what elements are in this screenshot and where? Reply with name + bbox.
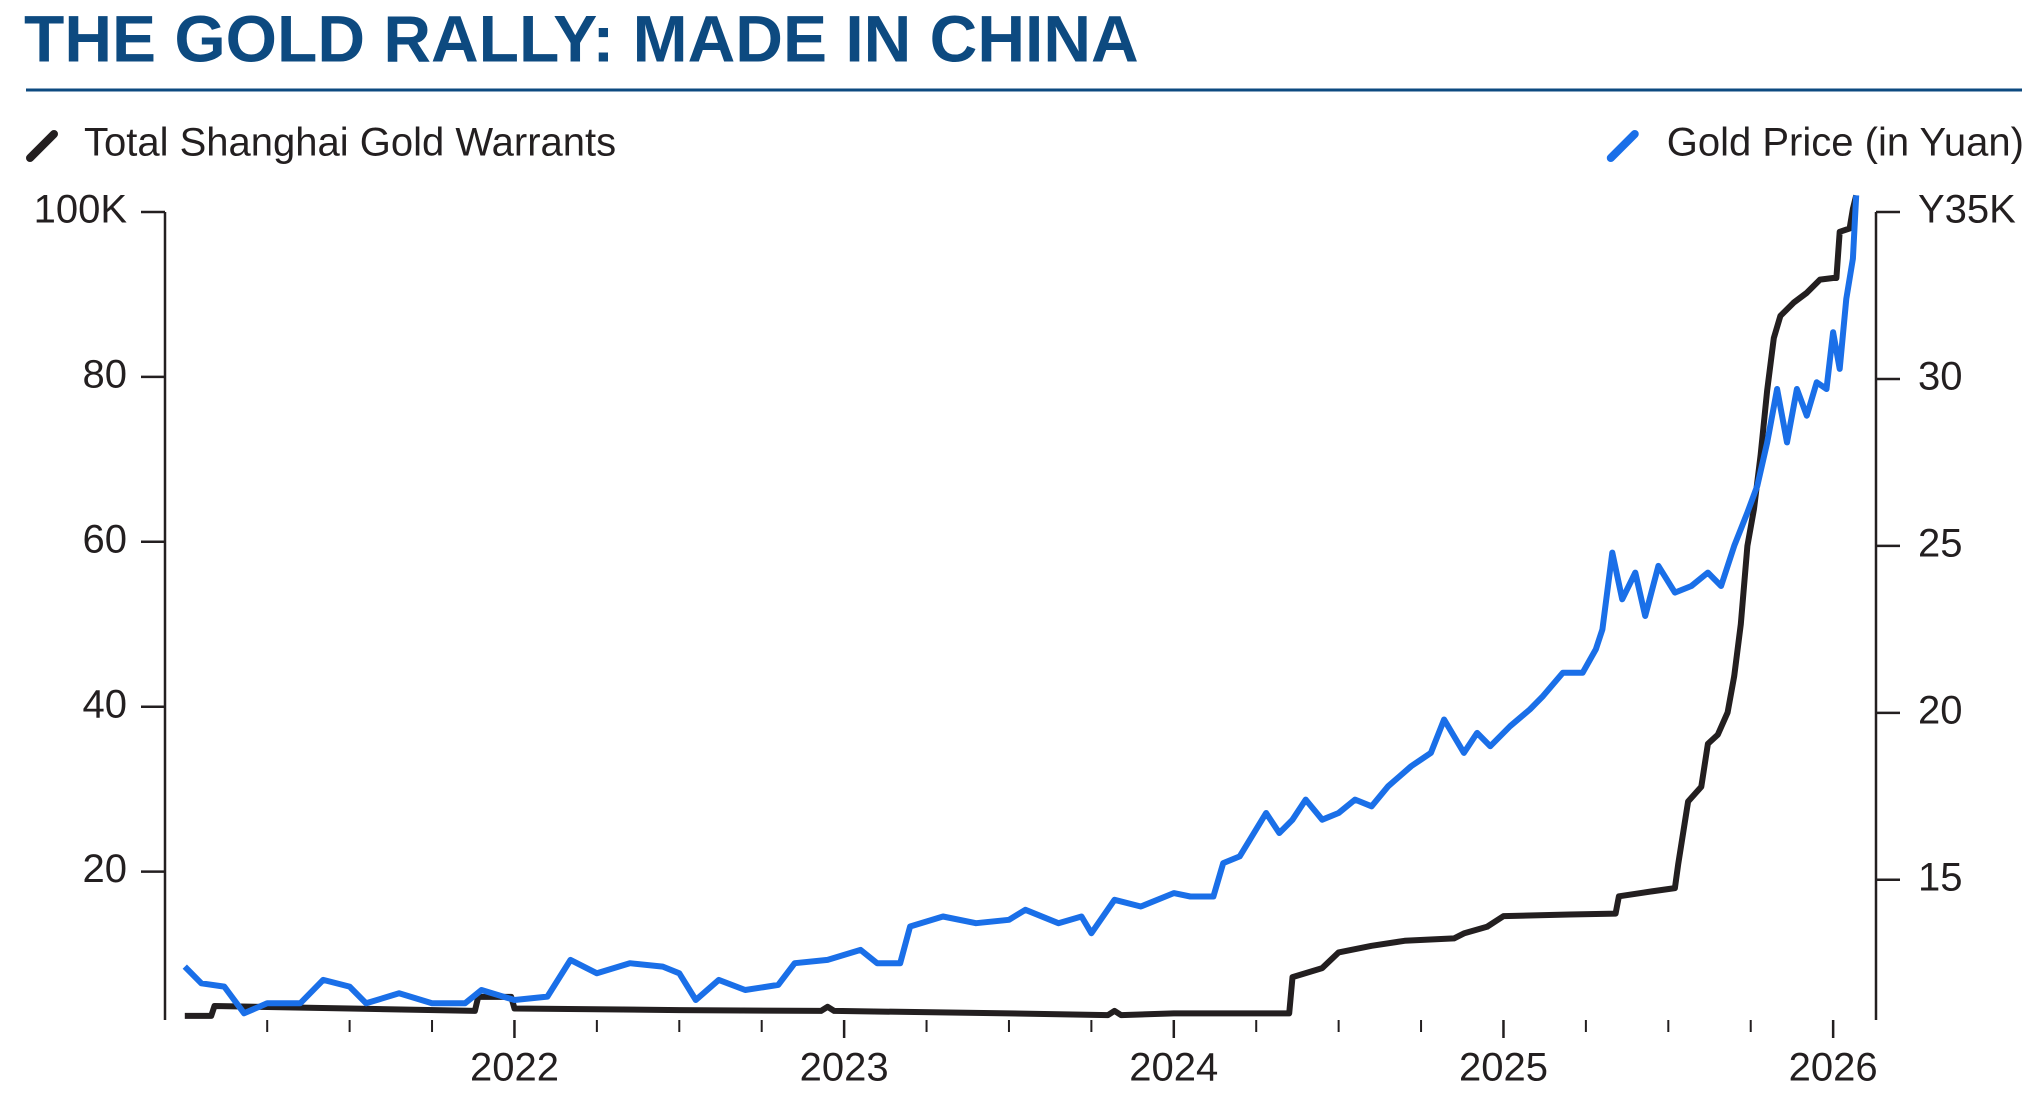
series-line (182, 195, 1860, 1017)
legend-label: Gold Price (in Yuan) (1667, 121, 2024, 165)
x-tick-label: 2025 (1459, 1046, 1548, 1090)
y-tick-label: 20 (83, 847, 128, 891)
series-line (184, 194, 1860, 1019)
y2-tick-label: 15 (1918, 855, 1963, 899)
x-tick-label: 2024 (1129, 1046, 1218, 1090)
x-tick-label: 2022 (470, 1046, 559, 1090)
legend-label: Total Shanghai Gold Warrants (84, 121, 616, 165)
chart-title: THE GOLD RALLY: MADE IN CHINA (24, 1, 1139, 75)
y2-tick-label: 20 (1918, 688, 1963, 732)
y-tick-label: 60 (83, 517, 128, 561)
x-tick-label: 2023 (800, 1046, 889, 1090)
y2-tick-label: 25 (1918, 521, 1963, 565)
y-tick-label: 80 (83, 352, 128, 396)
legend-swatch (1606, 130, 1639, 162)
x-tick-label: 2026 (1789, 1046, 1878, 1090)
y2-tick-label: 30 (1918, 355, 1963, 399)
legend-swatch (26, 130, 58, 162)
y2-tick-label: Y35K (1918, 188, 2016, 232)
y-tick-label: 40 (83, 682, 128, 726)
y-tick-label: 100K (34, 188, 128, 232)
